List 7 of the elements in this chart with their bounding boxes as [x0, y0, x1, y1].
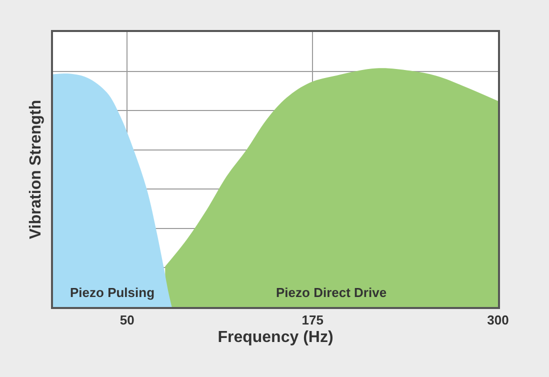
x-axis-title: Frequency (Hz) [218, 328, 334, 346]
x-tick-label: 300 [487, 312, 509, 328]
y-axis-title: Vibration Strength [27, 100, 44, 240]
x-tick-label: 50 [120, 312, 134, 328]
series-label: Piezo Direct Drive [276, 285, 387, 300]
series-label: Piezo Pulsing [70, 285, 155, 300]
x-tick-label: 175 [302, 312, 324, 328]
